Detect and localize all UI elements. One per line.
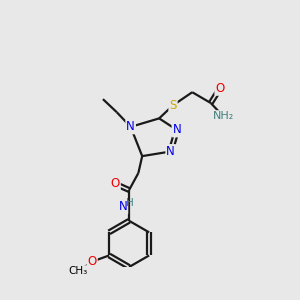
Text: N: N (172, 123, 181, 136)
Text: NH₂: NH₂ (212, 111, 234, 121)
Text: N: N (126, 120, 135, 134)
Text: O: O (88, 255, 97, 268)
Text: S: S (169, 99, 177, 112)
Text: N: N (118, 200, 127, 213)
Text: N: N (166, 145, 175, 158)
Text: CH₃: CH₃ (69, 266, 88, 276)
Text: O: O (111, 177, 120, 190)
Text: O: O (215, 82, 225, 95)
Text: H: H (126, 198, 134, 208)
